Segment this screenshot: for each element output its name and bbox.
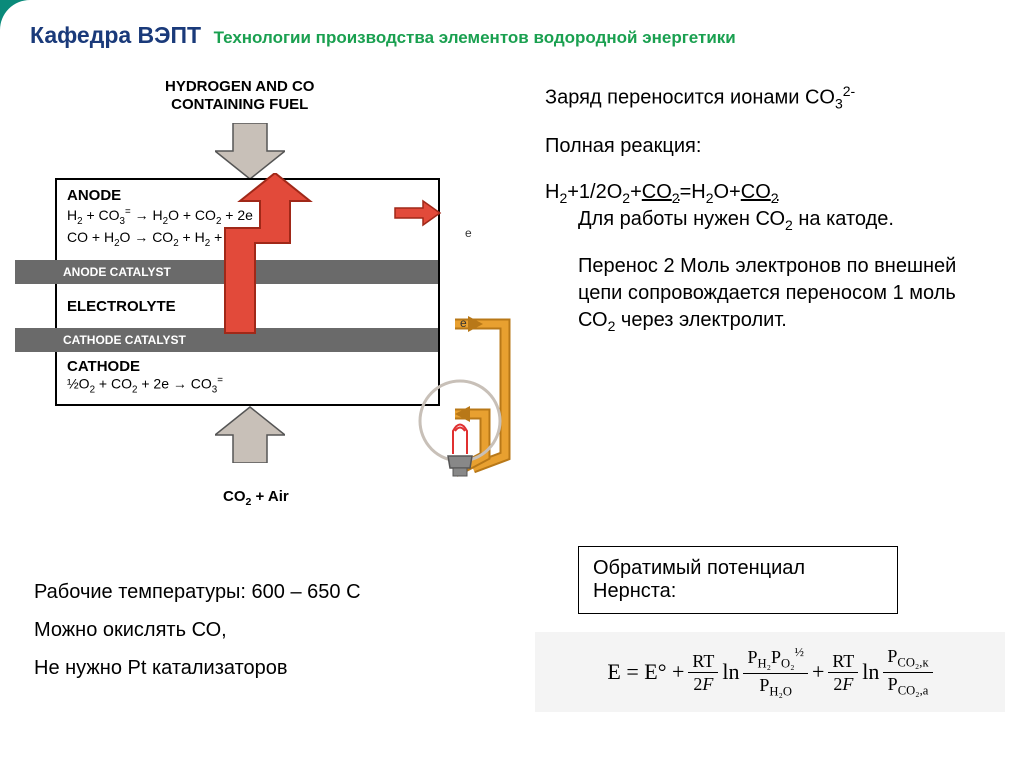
- header-sub: Технологии производства элементов водоро…: [214, 28, 736, 47]
- anode-section: ANODE H2 + CO3= → H2O + CO2 + 2e CO + H2…: [57, 180, 438, 250]
- left-bottom-text: Рабочие температуры: 600 – 650 С Можно о…: [34, 573, 361, 687]
- anode-title: ANODE: [67, 186, 428, 206]
- full-reaction-label: Полная реакция:: [545, 132, 990, 160]
- co2-air-label: CO2 + Air: [223, 488, 289, 508]
- cell-box: ANODE H2 + CO3= → H2O + CO2 + 2e CO + H2…: [55, 178, 440, 406]
- cathode-title: CATHODE: [67, 358, 428, 375]
- co2-cathode-text: Для работы нужен СО2 на катоде.: [578, 206, 988, 235]
- corner-accent: [0, 0, 30, 30]
- electron-label-top: e: [465, 226, 472, 240]
- header: Кафедра ВЭПТ Технологии производства эле…: [0, 0, 1024, 59]
- fuel-label: HYDROGEN AND CO CONTAINING FUEL: [165, 78, 314, 114]
- nernst-label-box: Обратимый потенциал Нернста:: [578, 546, 898, 614]
- cathode-eq: ½O2 + CO2 + 2e → CO3=: [67, 375, 428, 395]
- no-pt-catalyst: Не нужно Pt катализаторов: [34, 649, 361, 687]
- anode-eq1: H2 + CO3= → H2O + CO2 + 2e: [67, 206, 428, 229]
- air-arrow-up-icon: [215, 405, 285, 463]
- full-reaction-eq: H2+1/2O2+CO2=H2O+CO2: [545, 178, 990, 209]
- electron-label-bottom: e: [460, 316, 467, 330]
- operating-temp: Рабочие температуры: 600 – 650 С: [34, 573, 361, 611]
- cathode-catalyst-bar: CATHODE CATALYST: [15, 328, 438, 352]
- electrolyte-section: ELECTROLYTE: [57, 284, 438, 328]
- anode-eq2: CO + H2O → CO2 + H2 + Heat: [67, 228, 428, 251]
- cathode-section: CATHODE ½O2 + CO2 + 2e → CO3=: [57, 352, 438, 404]
- anode-catalyst-bar: ANODE CATALYST: [15, 260, 438, 284]
- light-bulb-icon: [415, 376, 505, 486]
- co-oxidation: Можно окислять СО,: [34, 611, 361, 649]
- charge-carrier-text: Заряд переносится ионами CO32-: [545, 82, 990, 114]
- fuel-label-line2: CONTAINING FUEL: [171, 96, 308, 113]
- electron-transfer-text: Перенос 2 Моль электронов по внешней цеп…: [578, 253, 988, 336]
- nernst-formula: E = E° + RT2F ln PH₂PO₂½ PH₂O + RT2F ln …: [607, 644, 932, 699]
- right-text-block-2: Для работы нужен СО2 на катоде. Перенос …: [578, 206, 988, 354]
- fuel-label-line1: HYDROGEN AND CO: [165, 78, 314, 95]
- header-main: Кафедра ВЭПТ: [30, 22, 201, 48]
- nernst-formula-box: E = E° + RT2F ln PH₂PO₂½ PH₂O + RT2F ln …: [535, 632, 1005, 712]
- fuel-arrow-down-icon: [215, 123, 285, 181]
